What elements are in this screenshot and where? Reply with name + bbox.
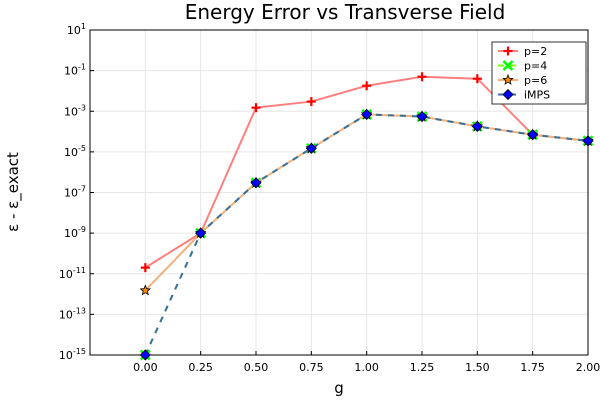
y-tick-base: 10 xyxy=(64,105,78,118)
series-imps xyxy=(139,108,594,361)
y-tick-exponent: -13 xyxy=(73,306,86,315)
data-point-marker xyxy=(139,349,151,361)
y-tick-label: 101 xyxy=(67,22,86,37)
data-point-marker xyxy=(582,135,594,147)
chart-title: Energy Error vs Transverse Field xyxy=(185,0,506,24)
x-axis-label: g xyxy=(334,379,344,397)
y-tick-base: 10 xyxy=(64,146,78,159)
data-point-marker xyxy=(361,108,373,120)
data-point-marker xyxy=(195,227,207,239)
y-tick-base: 10 xyxy=(64,65,78,78)
y-tick-label: 10-5 xyxy=(64,144,86,159)
y-tick-base: 10 xyxy=(59,308,73,321)
y-tick-exponent: -1 xyxy=(78,63,86,72)
x-tick-label: 1.75 xyxy=(520,361,545,374)
legend-item: p=6 xyxy=(498,73,547,87)
x-tick-label: 0.25 xyxy=(188,361,213,374)
legend-marker xyxy=(503,46,513,56)
legend-label: p=6 xyxy=(524,74,547,87)
data-point-marker xyxy=(362,81,372,91)
data-point-marker xyxy=(416,110,428,123)
data-point-marker xyxy=(250,177,262,189)
y-tick-exponent: -15 xyxy=(73,347,86,356)
y-tick-base: 10 xyxy=(59,268,73,281)
x-tick-label: 0.00 xyxy=(133,361,158,374)
y-tick-label: 10-3 xyxy=(64,103,86,118)
data-point-marker xyxy=(306,97,316,107)
data-point-marker xyxy=(471,120,483,132)
y-tick-exponent: -3 xyxy=(78,103,86,112)
y-tick-base: 10 xyxy=(64,227,78,240)
y-tick-base: 10 xyxy=(67,24,81,37)
series-layer xyxy=(139,72,594,361)
y-tick-label: 10-11 xyxy=(59,266,86,281)
x-tick-label: 1.25 xyxy=(410,361,435,374)
x-tick-label: 2.00 xyxy=(576,361,600,374)
y-tick-label: 10-1 xyxy=(64,63,86,78)
x-tick-label: 1.00 xyxy=(354,361,379,374)
y-axis-label: ε - ε_exact xyxy=(4,152,23,232)
data-point-marker xyxy=(472,74,482,84)
y-tick-label: 10-7 xyxy=(64,185,86,200)
legend-marker xyxy=(502,88,514,101)
y-tick-label: 10-13 xyxy=(59,306,86,321)
legend: p=2 p=4p=6 iMPS xyxy=(491,41,587,105)
x-axis-ticks: 0.00 0.25 0.50 0.75 1.00 1.25 1.50 1.75 2.00 xyxy=(133,351,600,374)
data-point-marker xyxy=(527,129,539,141)
y-tick-base: 10 xyxy=(64,187,78,200)
y-tick-exponent: -7 xyxy=(78,185,86,194)
data-point-marker xyxy=(305,142,317,154)
legend-marker-b xyxy=(502,60,514,71)
data-point-marker xyxy=(140,263,150,273)
y-tick-label: 10-15 xyxy=(59,347,86,362)
y-tick-exponent: -11 xyxy=(73,266,86,275)
legend-item: p=2 xyxy=(498,45,547,58)
data-point-marker xyxy=(417,72,427,82)
legend-item: iMPS xyxy=(498,89,550,102)
y-tick-exponent: -5 xyxy=(78,144,86,153)
y-tick-label: 10-9 xyxy=(64,225,86,240)
y-tick-exponent: -9 xyxy=(78,225,86,234)
legend-item: p=4 xyxy=(498,60,547,73)
x-tick-label: 0.75 xyxy=(299,361,324,374)
data-point-marker xyxy=(139,284,152,296)
legend-marker xyxy=(502,73,514,85)
legend-label: p=4 xyxy=(524,60,547,73)
x-tick-label: 1.50 xyxy=(465,361,490,374)
legend-label: iMPS xyxy=(524,89,550,102)
x-tick-label: 0.50 xyxy=(244,361,269,374)
data-point-marker xyxy=(251,103,261,113)
legend-label: p=2 xyxy=(524,45,547,58)
y-tick-exponent: 1 xyxy=(81,22,86,31)
y-tick-base: 10 xyxy=(59,349,73,362)
legend-marker xyxy=(502,60,514,71)
